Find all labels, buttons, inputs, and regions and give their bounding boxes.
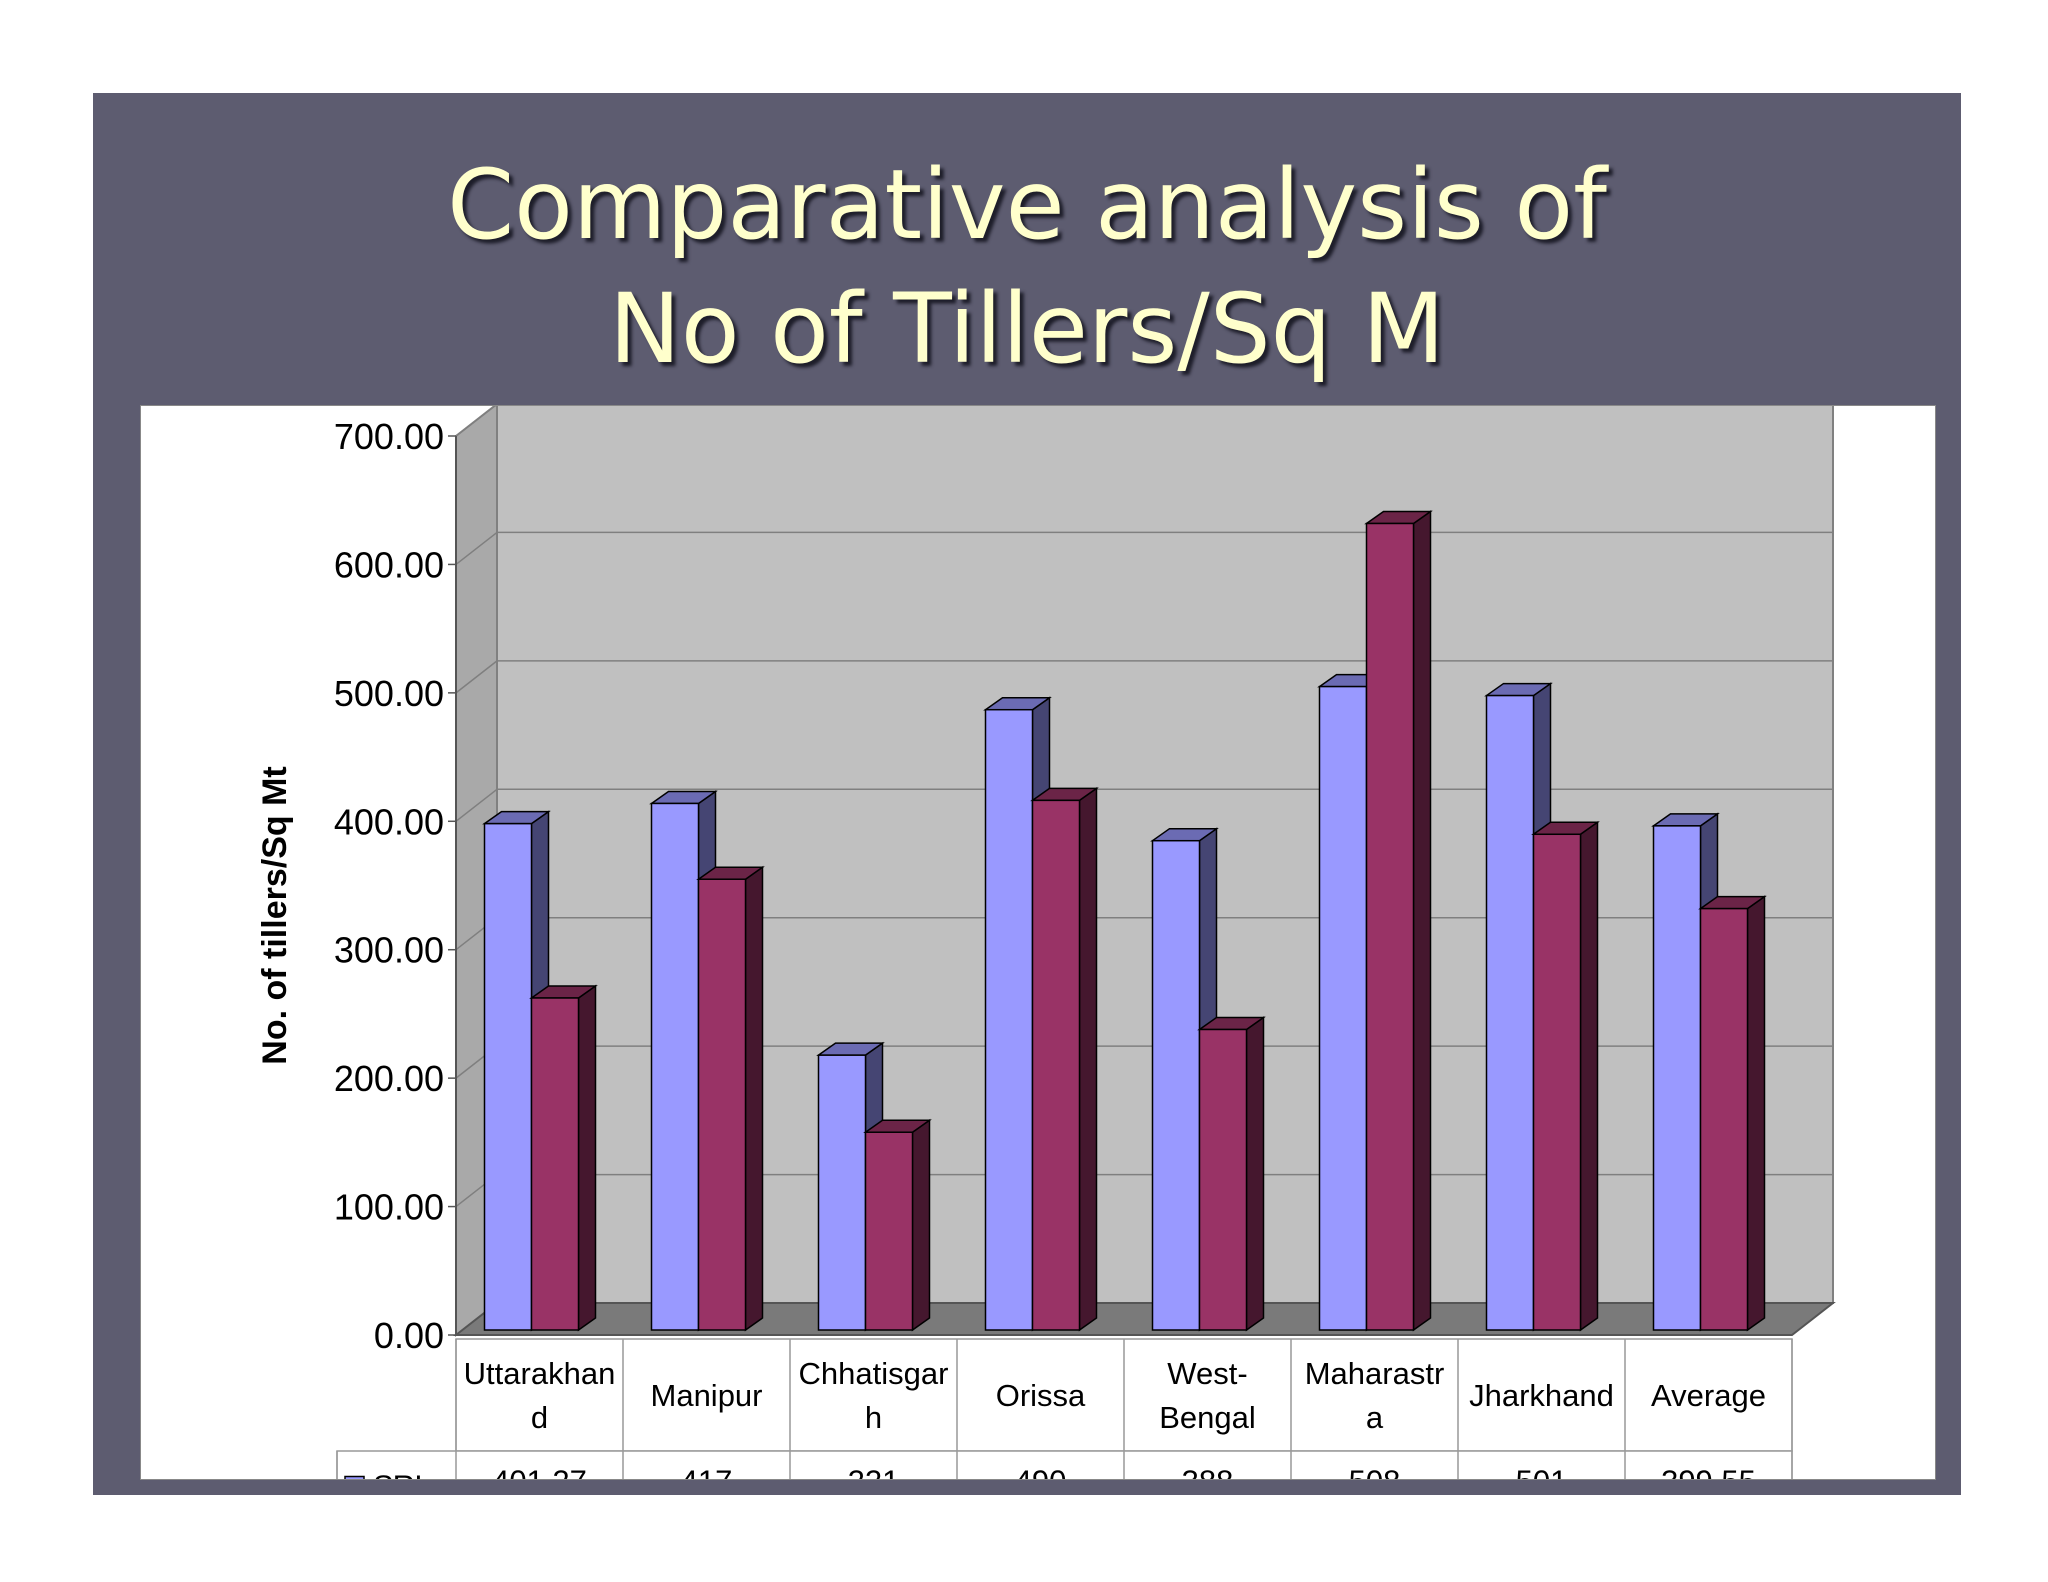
category-label-line: h <box>865 1400 882 1435</box>
category-label: West- Bengal <box>1159 1356 1256 1435</box>
title-line-2: No of Tillers/Sq M <box>609 273 1445 385</box>
y-tick-label: 0.00 <box>374 1315 444 1356</box>
category-label: Jharkhand <box>1469 1378 1614 1413</box>
category-label-line: a <box>1366 1400 1384 1435</box>
bar-side-cmp <box>577 984 597 1332</box>
gridline-side <box>455 406 496 437</box>
gridline-side <box>455 531 498 566</box>
bar-side-cmp <box>1245 1016 1265 1332</box>
bar-sri <box>1151 839 1201 1331</box>
bar-cmp <box>697 878 747 1331</box>
chart-svg: 0.00 100.00 200.00 300.00 400.00 500.00 600.00… <box>256 406 1836 1480</box>
gridline-side <box>455 788 498 822</box>
y-tick-label: 700.00 <box>334 416 444 457</box>
bar-cmp <box>1198 1028 1248 1331</box>
bar-cmp <box>530 997 580 1331</box>
data-label-sri: 490 <box>1015 1464 1067 1480</box>
category-label: Orissa <box>996 1378 1086 1413</box>
y-tick-label: 400.00 <box>334 801 444 842</box>
table-row-sri <box>336 1450 1793 1479</box>
title-line-1: Comparative analysis of <box>447 149 1607 261</box>
chart-panel: 0.00 100.00 200.00 300.00 400.00 500.00 600.00… <box>140 405 1936 1480</box>
bar-side-cmp <box>744 865 764 1332</box>
category-label-line: Uttarakhan <box>464 1356 616 1391</box>
gridline-side <box>455 660 498 694</box>
bar-cmp <box>1532 833 1582 1331</box>
bar-side-cmp <box>911 1118 931 1332</box>
bar-cmp <box>1365 522 1415 1331</box>
bar-sri <box>650 802 700 1331</box>
data-label-sri: 221 <box>848 1464 900 1480</box>
bar-cmp <box>1031 799 1081 1331</box>
category-label: Average <box>1651 1378 1766 1413</box>
y-axis-title: No. of tillers/Sq Mt <box>256 766 294 1064</box>
slide-title: Comparative analysis of No of Tillers/Sq… <box>93 143 1961 391</box>
legend-key-sri <box>344 1475 365 1479</box>
y-tick-label: 500.00 <box>334 673 444 714</box>
category-label-line: Orissa <box>996 1378 1086 1413</box>
data-label-sri: 417 <box>681 1464 733 1480</box>
data-label-sri: 388 <box>1182 1464 1234 1480</box>
bar-sri <box>817 1054 867 1331</box>
bar-cmp <box>1699 907 1749 1331</box>
data-label-sri: 399.55 <box>1661 1464 1756 1480</box>
category-label-line: Jharkhand <box>1469 1378 1614 1413</box>
bar-sri <box>483 822 533 1331</box>
bar-side-cmp <box>1579 820 1599 1332</box>
category-label: Uttarakhan d <box>464 1356 616 1435</box>
category-label-line: Chhatisgar <box>799 1356 949 1391</box>
category-label-line: Bengal <box>1159 1400 1256 1435</box>
bar-side-cmp <box>1078 786 1098 1332</box>
slide-background: Comparative analysis of No of Tillers/Sq… <box>93 93 1961 1495</box>
bar-side-cmp <box>1412 510 1432 1332</box>
bar-cmp <box>864 1131 914 1331</box>
category-label: Maharastr a <box>1305 1356 1445 1435</box>
bar-sri <box>1485 694 1535 1331</box>
y-tick-label: 200.00 <box>334 1058 444 1099</box>
category-label-line: Maharastr <box>1305 1356 1445 1391</box>
category-label-line: West- <box>1167 1356 1247 1391</box>
category-label-line: d <box>531 1400 548 1435</box>
bar-side-cmp <box>1746 895 1766 1332</box>
category-label-line: Manipur <box>651 1378 763 1413</box>
legend-label-sri: SRI <box>373 1469 422 1480</box>
category-label-line: Average <box>1651 1378 1766 1413</box>
bar-sri <box>1652 825 1702 1331</box>
data-label-sri: 508 <box>1349 1464 1401 1480</box>
bar-sri <box>984 708 1034 1331</box>
data-label-sri: 401.27 <box>492 1464 587 1480</box>
bar-sri <box>1318 685 1368 1331</box>
y-tick-label: 300.00 <box>334 930 444 971</box>
category-label: Chhatisgar h <box>799 1356 949 1435</box>
category-label: Manipur <box>651 1378 763 1413</box>
data-label-sri: 501 <box>1516 1464 1568 1480</box>
y-tick-label: 100.00 <box>334 1187 444 1228</box>
y-tick-label: 600.00 <box>334 544 444 585</box>
